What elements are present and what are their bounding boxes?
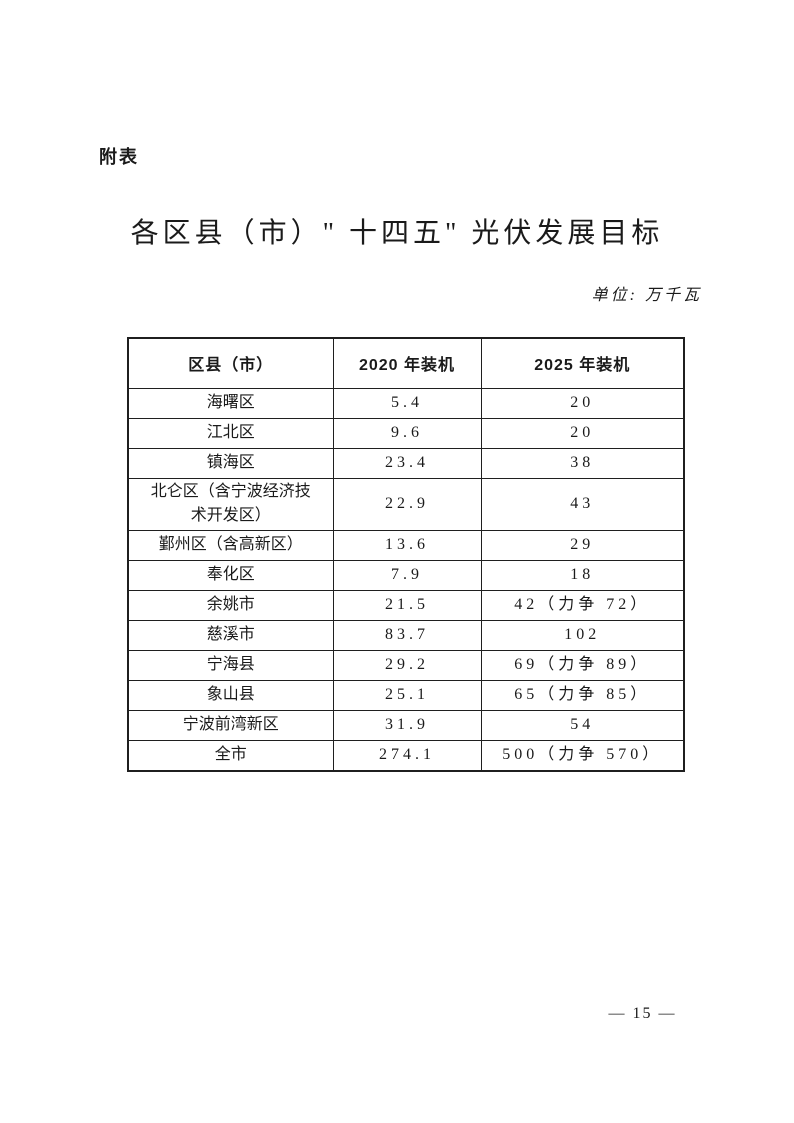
table-row: 鄞州区（含高新区） 13.6 29 xyxy=(127,530,685,562)
page-number: — 15 — xyxy=(608,1005,677,1022)
table-row: 江北区 9.6 20 xyxy=(127,417,685,449)
table-row: 海曙区 5.4 20 xyxy=(127,387,685,419)
region-cell: 鄞州区（含高新区） xyxy=(127,530,334,562)
installed-2020-cell: 5.4 xyxy=(332,387,482,419)
installed-2025-cell: 38 xyxy=(480,447,685,479)
region-cell: 全市 xyxy=(127,740,334,772)
installed-2025-cell: 18 xyxy=(480,560,685,592)
header-2020-installed: 2020 年装机 xyxy=(332,337,482,389)
table-row: 宁海县 29.2 69（力争 89） xyxy=(127,650,685,682)
table-body: 海曙区 5.4 20 江北区 9.6 20 镇海区 23.4 38 北仑区（含宁波经济技术开发区）… xyxy=(127,387,685,772)
table-row: 奉化区 7.9 18 xyxy=(127,560,685,592)
installed-2025-cell: 500（力争 570） xyxy=(480,740,685,772)
table-row: 宁波前湾新区 31.9 54 xyxy=(127,710,685,742)
appendix-label: 附表 xyxy=(99,147,139,167)
installed-2020-cell: 23.4 xyxy=(332,447,482,479)
installed-2020-cell: 22.9 xyxy=(332,477,482,532)
table-row: 余姚市 21.5 42（力争 72） xyxy=(127,590,685,622)
pv-targets-table: 区县（市） 2020 年装机 2025 年装机 海曙区 5.4 20 江北区 9.6 20… xyxy=(127,337,685,772)
installed-2020-cell: 7.9 xyxy=(332,560,482,592)
region-cell: 镇海区 xyxy=(127,447,334,479)
region-cell: 江北区 xyxy=(127,417,334,449)
installed-2025-cell: 20 xyxy=(480,417,685,449)
region-cell: 海曙区 xyxy=(127,387,334,419)
installed-2020-cell: 29.2 xyxy=(332,650,482,682)
installed-2025-cell: 102 xyxy=(480,620,685,652)
region-cell: 宁海县 xyxy=(127,650,334,682)
table-row: 象山县 25.1 65（力争 85） xyxy=(127,680,685,712)
region-cell: 余姚市 xyxy=(127,590,334,622)
installed-2020-cell: 83.7 xyxy=(332,620,482,652)
region-cell: 宁波前湾新区 xyxy=(127,710,334,742)
installed-2020-cell: 9.6 xyxy=(332,417,482,449)
region-cell: 北仑区（含宁波经济技术开发区） xyxy=(127,477,334,532)
table-row: 镇海区 23.4 38 xyxy=(127,447,685,479)
installed-2020-cell: 31.9 xyxy=(332,710,482,742)
installed-2025-cell: 20 xyxy=(480,387,685,419)
table-header-row: 区县（市） 2020 年装机 2025 年装机 xyxy=(127,337,685,389)
installed-2025-cell: 54 xyxy=(480,710,685,742)
installed-2020-cell: 13.6 xyxy=(332,530,482,562)
installed-2025-cell: 69（力争 89） xyxy=(480,650,685,682)
installed-2020-cell: 25.1 xyxy=(332,680,482,712)
installed-2020-cell: 21.5 xyxy=(332,590,482,622)
installed-2025-cell: 65（力争 85） xyxy=(480,680,685,712)
table-row: 慈溪市 83.7 102 xyxy=(127,620,685,652)
unit-note: 单位: 万千瓦 xyxy=(591,287,702,304)
region-cell: 奉化区 xyxy=(127,560,334,592)
table-row: 北仑区（含宁波经济技术开发区） 22.9 43 xyxy=(127,477,685,532)
installed-2025-cell: 42（力争 72） xyxy=(480,590,685,622)
region-cell: 象山县 xyxy=(127,680,334,712)
installed-2025-cell: 29 xyxy=(480,530,685,562)
region-cell: 慈溪市 xyxy=(127,620,334,652)
header-2025-installed: 2025 年装机 xyxy=(480,337,685,389)
installed-2020-cell: 274.1 xyxy=(332,740,482,772)
installed-2025-cell: 43 xyxy=(480,477,685,532)
table-row: 全市 274.1 500（力争 570） xyxy=(127,740,685,772)
header-region: 区县（市） xyxy=(127,337,334,389)
page-title: 各区县（市）" 十四五" 光伏发展目标 xyxy=(130,218,664,249)
